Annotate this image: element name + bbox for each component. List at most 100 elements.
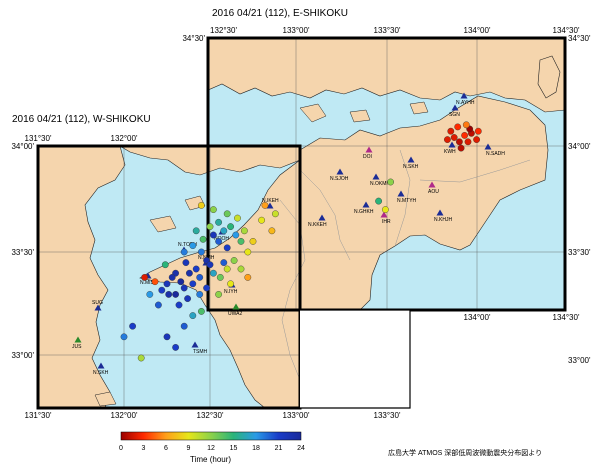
- colorbar-bar: [120, 431, 302, 441]
- station-triangle: [428, 181, 436, 188]
- tremor-event-dot: [209, 206, 217, 214]
- tremor-event-dot: [230, 257, 238, 264]
- station-label: UWA2: [228, 311, 242, 317]
- tremor-event-dot: [185, 269, 193, 277]
- colorbar: 0 3 6 9 12 15 18 21 24: [119, 431, 305, 452]
- tremor-event-dot: [180, 248, 188, 256]
- tremor-event-dot: [464, 138, 472, 146]
- tremor-event-dot: [180, 322, 188, 330]
- tremor-event-dot: [220, 227, 228, 235]
- tremor-event-dot: [234, 214, 241, 222]
- station-label: N.SADH: [486, 151, 505, 157]
- tremor-event-dot: [457, 144, 465, 152]
- tremor-event-dot: [244, 273, 252, 281]
- colorbar-title: Time (hour): [190, 455, 232, 464]
- tremor-event-dot: [158, 286, 166, 294]
- tremor-events: [120, 121, 482, 362]
- station-label: IHR: [382, 219, 391, 225]
- station-triangle: [94, 304, 102, 311]
- tremor-event-dot: [184, 295, 192, 302]
- station-label: TSMH: [193, 349, 208, 355]
- east-cutout: [300, 310, 410, 408]
- east-cutout-edge: [300, 309, 411, 409]
- graticule: [38, 38, 565, 408]
- colorbar-tick: 21: [275, 445, 283, 452]
- station-label: SUG: [92, 300, 103, 306]
- colorbar-tick: 12: [207, 445, 215, 452]
- station-triangle: [380, 211, 388, 218]
- tremor-event-dot: [141, 273, 149, 281]
- tremor-event-dot: [192, 265, 200, 273]
- tremor-event-dot: [454, 123, 462, 131]
- tremor-event-dot: [151, 278, 159, 286]
- tremor-event-dot: [182, 259, 190, 266]
- colorbar-tick: 15: [230, 445, 238, 452]
- station-triangle: [451, 104, 459, 111]
- west-bottom-tick: 132°30': [197, 411, 224, 420]
- tremor-event-dot: [163, 333, 171, 341]
- station-label: N.OKMH: [370, 181, 390, 187]
- station-triangle: [365, 146, 373, 153]
- tremor-event-dot: [258, 216, 265, 224]
- tremor-event-dot: [271, 210, 279, 218]
- station-label: N.SKH: [403, 164, 419, 170]
- station-triangle: [407, 156, 415, 163]
- west-island-3: [94, 391, 117, 407]
- tremor-event-dot: [240, 227, 248, 235]
- west-left-tick: 33°30': [11, 248, 34, 257]
- east-map-panel: [207, 37, 566, 311]
- colorbar-tick: 6: [164, 445, 168, 452]
- tremor-event-dot: [189, 280, 197, 288]
- tremor-event-dot: [474, 127, 482, 135]
- tremor-event-dot: [381, 206, 389, 214]
- tremor-event-dot: [206, 223, 214, 231]
- east-top-tick: 134°00': [464, 26, 491, 35]
- tremor-event-dot: [209, 231, 217, 239]
- station-label: N.MISH: [140, 280, 158, 286]
- tremor-event-dot: [206, 261, 214, 269]
- station-label: NOOH: [214, 236, 229, 242]
- west-title: 2016 04/21 (112), W-SHIKOKU: [12, 114, 151, 125]
- station-label: N.TOBH: [178, 242, 197, 248]
- tremor-event-dot: [223, 265, 231, 273]
- west-bottom-tick: 132°00': [111, 411, 138, 420]
- station-triangle: [97, 362, 105, 369]
- tremor-event-dot: [129, 322, 137, 330]
- tremor-event-dot: [216, 273, 224, 281]
- tremor-event-dot: [227, 223, 235, 231]
- tremor-event-dot: [197, 201, 205, 209]
- tremor-event-dot: [455, 138, 463, 146]
- east-bottom-tick: 134°00': [464, 313, 491, 322]
- tremor-event-dot: [223, 210, 231, 218]
- west-top-tick: 132°00': [111, 134, 138, 143]
- east-top-tick: 133°00': [283, 26, 310, 35]
- tremor-event-dot: [172, 290, 180, 298]
- station-label: N.AYHH: [456, 100, 475, 106]
- tremor-event-dot: [450, 134, 458, 141]
- tremor-event-dot: [215, 237, 223, 245]
- east-right-tick: 34°00': [568, 142, 591, 151]
- east-top-tick: 132°30': [210, 26, 237, 35]
- station-triangle: [372, 173, 380, 180]
- tremor-event-dot: [387, 178, 394, 186]
- tremor-event-dot: [146, 290, 154, 298]
- station-triangle: [362, 201, 370, 208]
- station-triangle: [484, 143, 492, 150]
- station-triangle: [448, 141, 456, 148]
- station-triangle: [232, 303, 240, 310]
- tremor-event-dot: [232, 231, 240, 239]
- tremor-event-dot: [215, 290, 223, 298]
- west-land-kyushu: [37, 145, 126, 409]
- tremor-event-dot: [175, 301, 183, 309]
- tremor-event-dot: [177, 278, 185, 286]
- west-tick-labels: 131°30' 132°00' 34°00' 33°30' 33°00' 131…: [11, 134, 400, 420]
- east-island-c: [409, 101, 429, 115]
- station-triangle: [266, 202, 274, 209]
- station-triangle: [74, 336, 82, 343]
- tremor-event-dot: [120, 333, 128, 341]
- tremor-event-dot: [199, 235, 207, 243]
- tremor-event-dot: [462, 121, 470, 129]
- tremor-event-dot: [196, 273, 204, 281]
- tremor-event-dot: [203, 284, 211, 292]
- west-left-tick: 33°00': [11, 351, 34, 360]
